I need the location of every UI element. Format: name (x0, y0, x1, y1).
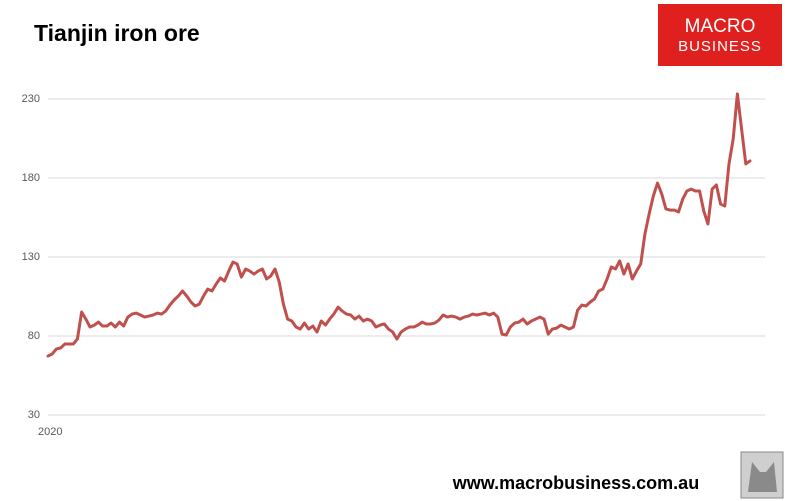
y-tick-label: 130 (22, 251, 40, 263)
logo-text: MACRO (685, 16, 756, 37)
y-tick-label: 80 (28, 330, 40, 342)
y-tick-label: 230 (22, 93, 40, 105)
chart-title: Tianjin iron ore (34, 20, 200, 46)
data-line (46, 92, 752, 358)
logo-box (658, 4, 782, 66)
y-tick-label: 180 (22, 172, 40, 184)
source-url: www.macrobusiness.com.au (452, 473, 699, 493)
logo-text: BUSINESS (678, 38, 762, 55)
y-tick-label: 30 (28, 409, 40, 421)
logo-icon-shape (748, 462, 777, 492)
x-tick-label: 2020 (38, 426, 62, 438)
